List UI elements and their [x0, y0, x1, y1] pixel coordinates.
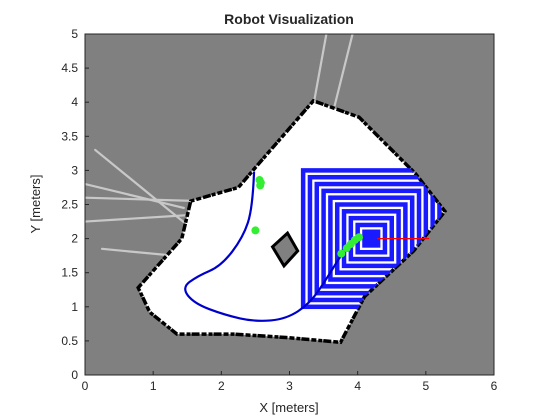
y-tick-label: 0.5 [61, 334, 78, 348]
sensor-ray [85, 213, 196, 223]
free-space [136, 98, 448, 345]
landmark-point [251, 226, 260, 235]
robot-path-layer [184, 171, 356, 322]
x-tick-label: 1 [150, 379, 157, 393]
x-tick-label: 0 [82, 379, 89, 393]
x-tick-label: 3 [286, 379, 293, 393]
y-tick-label: 4 [71, 95, 78, 109]
sensor-ray [85, 196, 202, 203]
y-axis: 0 0.5 1 1.5 2 2.5 3 3.5 4 4.5 5 [61, 27, 89, 382]
landmark-point [256, 181, 265, 190]
x-tick-label: 5 [422, 379, 429, 393]
y-axis-label: Y [meters] [28, 174, 43, 233]
y-tick-label: 5 [71, 27, 78, 41]
sensor-ray [94, 148, 189, 227]
x-tick-label: 2 [218, 379, 225, 393]
obstacle [270, 230, 300, 269]
landmark-point [337, 249, 346, 258]
sensor-ray [312, 34, 328, 107]
x-axis: 0 1 2 3 4 5 6 [82, 371, 498, 393]
sensor-ray [85, 182, 185, 210]
occupancy-map [136, 98, 448, 345]
sensor-ray [100, 247, 175, 257]
y-tick-label: 1.5 [61, 266, 78, 280]
y-tick-label: 2 [71, 232, 78, 246]
robot-layer [365, 232, 430, 245]
landmark-point [355, 233, 364, 242]
y-tick-label: 2.5 [61, 198, 78, 212]
x-tick-label: 6 [491, 379, 498, 393]
y-tick-label: 1 [71, 300, 78, 314]
plot-area [85, 34, 494, 375]
landmarks-layer [251, 175, 364, 258]
y-tick-label: 4.5 [61, 61, 78, 75]
x-tick-label: 4 [354, 379, 361, 393]
sensor-rays [85, 34, 354, 257]
y-tick-label: 3 [71, 163, 78, 177]
robot-marker [365, 232, 378, 245]
y-tick-label: 0 [71, 368, 78, 382]
y-tick-label: 3.5 [61, 129, 78, 143]
sensor-ray [332, 34, 354, 111]
chart-title: Robot Visualization [224, 11, 354, 27]
x-axis-label: X [meters] [259, 400, 318, 415]
robot-path [184, 171, 356, 322]
